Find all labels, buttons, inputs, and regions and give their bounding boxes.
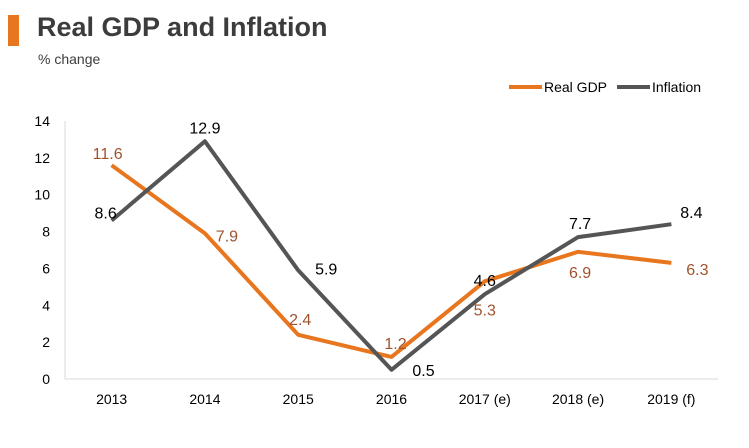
data-label-real-gdp: 6.3: [686, 262, 708, 279]
y-tick-label: 4: [42, 297, 50, 313]
x-axis-ticks: 2013 2014 2015 2016 2017 (e) 2018 (e) 2019 (f): [96, 391, 695, 407]
x-tick-label: 2016: [376, 391, 407, 407]
data-label-real-gdp: 6.9: [569, 265, 591, 282]
title-accent-bar: [8, 15, 19, 46]
series-line-real-gdp: [110, 163, 672, 359]
y-tick-label: 0: [42, 371, 50, 387]
series-line-inflation: [110, 139, 672, 372]
legend-item-real-gdp: Real GDP: [509, 79, 607, 95]
x-tick-label: 2019 (f): [647, 391, 695, 407]
chart-title: Real GDP and Inflation: [37, 12, 328, 42]
y-tick-label: 2: [42, 334, 50, 350]
x-tick-label: 2018 (e): [552, 391, 604, 407]
data-label-inflation: 4.6: [474, 273, 496, 290]
x-tick-label: 2017 (e): [459, 391, 511, 407]
y-tick-label: 14: [34, 113, 50, 129]
legend-item-inflation: Inflation: [617, 79, 701, 95]
x-tick-label: 2014: [189, 391, 220, 407]
data-label-inflation: 12.9: [189, 120, 220, 137]
data-label-inflation: 5.9: [315, 261, 337, 278]
data-label-real-gdp: 1.2: [384, 336, 406, 353]
data-label-inflation: 8.4: [680, 205, 702, 222]
series-lines: [110, 139, 672, 372]
x-tick-label: 2015: [283, 391, 314, 407]
y-tick-label: 6: [42, 260, 50, 276]
y-tick-label: 8: [42, 224, 50, 240]
x-tick-label: 2013: [96, 391, 127, 407]
data-label-inflation: 0.5: [412, 363, 434, 380]
y-axis-ticks: 0 2 4 6 8 10 12 14: [34, 113, 50, 387]
legend: Real GDP Inflation: [509, 79, 701, 95]
y-tick-label: 10: [34, 187, 50, 203]
chart-subtitle: % change: [38, 51, 101, 67]
legend-label: Real GDP: [544, 79, 607, 95]
data-labels: 11.6 7.9 2.4 1.2 5.3 6.9 6.3 8.6 12.9 5.9 0.5 4.6 7.…: [93, 120, 709, 380]
data-label-inflation: 8.6: [95, 206, 117, 223]
data-label-real-gdp: 2.4: [289, 312, 311, 329]
legend-label: Inflation: [652, 79, 701, 95]
data-label-inflation: 7.7: [569, 216, 591, 233]
data-label-real-gdp: 7.9: [216, 228, 238, 245]
y-tick-label: 12: [34, 150, 50, 166]
data-label-real-gdp: 5.3: [474, 302, 496, 319]
chart-axes: [64, 121, 718, 380]
data-label-real-gdp: 11.6: [93, 146, 123, 163]
